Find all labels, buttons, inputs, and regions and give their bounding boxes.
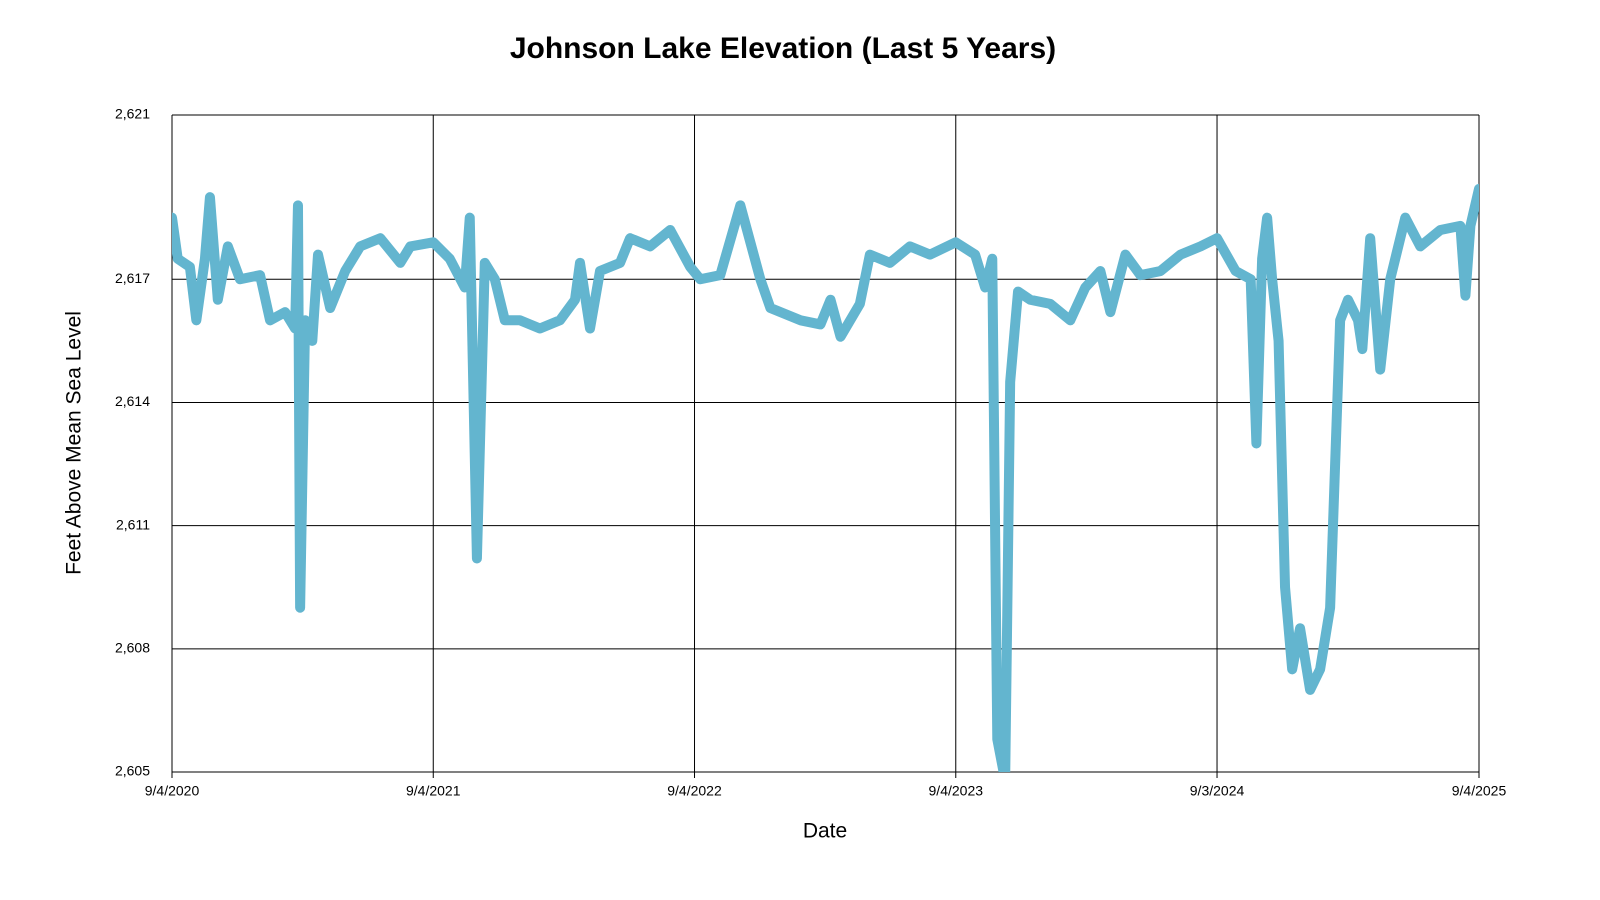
x-tick-label: 9/4/2020	[145, 783, 200, 799]
x-tick-label: 9/4/2023	[929, 783, 984, 799]
x-tick-label: 9/4/2021	[406, 783, 461, 799]
x-tick-label: 9/4/2025	[1452, 783, 1507, 799]
y-tick-label: 2,608	[115, 640, 150, 656]
y-tick-label: 2,605	[115, 763, 150, 779]
plot-area	[172, 183, 1479, 772]
y-tick-label: 2,617	[115, 270, 150, 286]
y-tick-label: 2,614	[115, 393, 150, 409]
x-axis-label: Date	[803, 820, 847, 843]
y-tick-label: 2,611	[116, 516, 150, 532]
y-tick-label: 2,621	[115, 106, 150, 122]
chart-title: Johnson Lake Elevation (Last 5 Years)	[510, 32, 1056, 65]
x-tick-label: 9/3/2024	[1190, 783, 1245, 799]
tick-labels: 2,605 2,608 2,611 2,614 2,617 2,621 9/4/2020 9/…	[115, 106, 1507, 799]
x-tick-label: 9/4/2022	[667, 783, 722, 799]
data-line	[172, 183, 1479, 772]
y-axis-label: Feet Above Mean Sea Level	[63, 311, 86, 575]
grid	[171, 114, 1480, 778]
